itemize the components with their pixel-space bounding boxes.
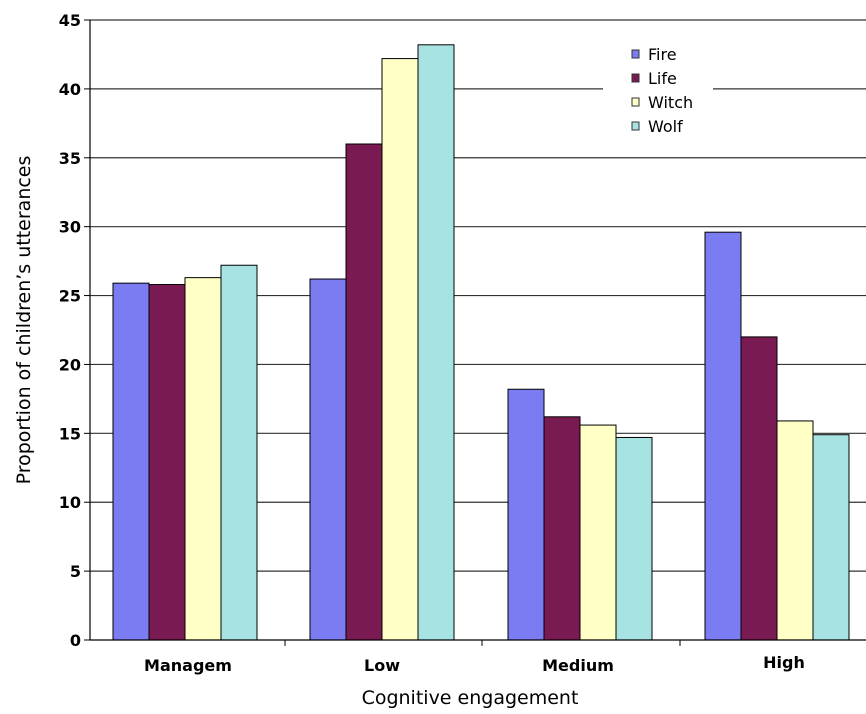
y-tick-label: 0 (70, 631, 81, 650)
x-axis-title: Cognitive engagement (362, 687, 579, 709)
bar-life-low (345, 143, 383, 641)
bar-life-high (740, 336, 778, 641)
x-tick-label: Low (364, 656, 400, 675)
y-axis-title: Proportion of children’s utterances (13, 156, 35, 485)
bar-witch-low (381, 58, 419, 641)
bar-witch-medium (579, 424, 617, 641)
y-tick-label: 10 (59, 493, 81, 512)
legend-background (603, 40, 713, 140)
y-tick-labels: 0 5 10 15 20 25 30 35 40 45 (59, 11, 90, 650)
bar-wolf-medium (615, 436, 653, 641)
legend-swatch-wolf (631, 121, 640, 131)
y-tick-label: 20 (59, 355, 81, 374)
bar-fire-high (704, 231, 742, 641)
x-tick-labels: Managem Low Medium High (144, 653, 805, 675)
legend-swatch-witch (631, 97, 640, 107)
y-tick-label: 15 (59, 424, 81, 443)
bar-witch-managem (184, 277, 222, 641)
y-tick-label: 45 (59, 11, 81, 30)
axes (89, 20, 866, 646)
y-tick-label: 25 (59, 287, 81, 306)
legend-label-life: Life (648, 69, 677, 88)
bar-life-medium (543, 416, 581, 641)
legend: Fire Life Witch Wolf (603, 40, 713, 140)
bar-wolf-high (812, 434, 850, 641)
bar-wolf-low (417, 44, 455, 641)
legend-label-witch: Witch (648, 93, 693, 112)
y-tick-label: 35 (59, 149, 81, 168)
legend-label-fire: Fire (648, 45, 677, 64)
bar-life-managem (148, 284, 186, 641)
y-tick-label: 30 (59, 218, 81, 237)
legend-swatch-fire (631, 49, 640, 59)
x-tick-label: Managem (144, 656, 232, 675)
x-tick-label: High (763, 653, 805, 672)
bar-fire-managem (112, 282, 150, 641)
x-tick-label: Medium (542, 656, 614, 675)
legend-label-wolf: Wolf (648, 117, 683, 136)
bars (112, 44, 850, 641)
legend-swatch-life (631, 73, 640, 83)
y-tick-label: 5 (70, 562, 81, 581)
bar-witch-high (776, 420, 814, 641)
bar-fire-medium (507, 388, 545, 641)
y-tick-label: 40 (59, 80, 81, 99)
bar-wolf-managem (220, 264, 258, 641)
bar-fire-low (309, 278, 347, 641)
